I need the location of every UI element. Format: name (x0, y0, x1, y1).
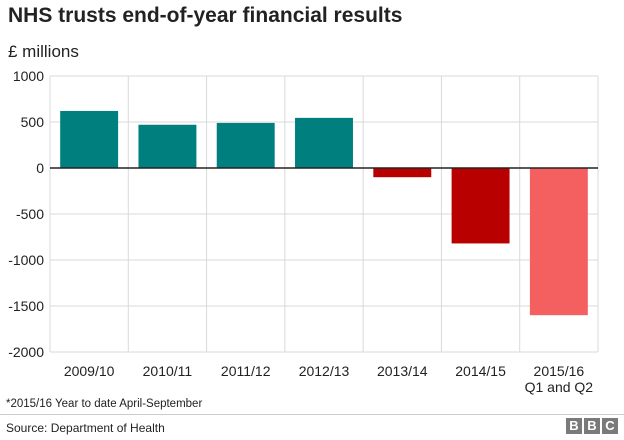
bar (216, 122, 275, 168)
x-tick-label: 2013/14 (377, 363, 428, 379)
bbc-logo-letter: C (602, 418, 618, 434)
y-tick-label: -1500 (8, 298, 44, 314)
bar-chart: 1000 500 0 -500 -1000 -1500 -2000 2009/10 2010/1… (8, 68, 599, 395)
y-tick-label: 0 (36, 160, 44, 176)
bar (451, 168, 510, 244)
bbc-logo-letter: B (566, 418, 582, 434)
x-tick-label: 2009/10 (64, 363, 115, 379)
x-tick-label: 2014/15 (455, 363, 506, 379)
x-tick-label: 2010/11 (143, 363, 193, 379)
x-tick-label: 2015/16 (534, 363, 585, 379)
bar (373, 168, 432, 178)
chart-title: NHS trusts end-of-year financial results (8, 4, 403, 27)
bbc-logo-letter: B (584, 418, 600, 434)
source-credit: Source: Department of Health (6, 421, 165, 435)
bar (529, 168, 588, 316)
bar (138, 124, 197, 168)
y-tick-label: 500 (21, 114, 45, 130)
bar (60, 110, 119, 168)
x-tick-label: 2011/12 (221, 363, 271, 379)
y-tick-label: -1000 (8, 252, 44, 268)
x-tick-label: Q1 and Q2 (525, 379, 594, 395)
y-tick-label: -2000 (8, 344, 44, 360)
y-axis-unit-label: £ millions (8, 42, 79, 61)
footer-divider (0, 414, 624, 415)
x-tick-label: 2012/13 (299, 363, 350, 379)
y-tick-label: -500 (16, 206, 44, 222)
y-tick-label: 1000 (13, 68, 44, 84)
bar (295, 117, 353, 168)
bbc-logo: B B C (566, 418, 618, 434)
footnote: *2015/16 Year to date April-September (6, 398, 203, 410)
